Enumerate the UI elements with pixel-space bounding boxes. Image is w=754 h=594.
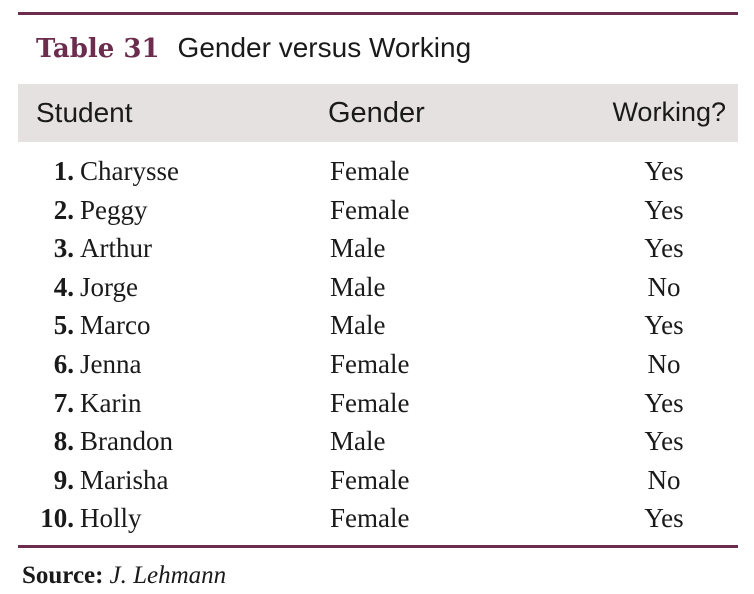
table-number: Table 31: [36, 34, 160, 64]
table-header-band: [18, 84, 738, 142]
student-gender: Male: [330, 233, 386, 264]
column-header-student: Student: [36, 97, 133, 128]
student-working: No: [647, 464, 681, 495]
student-gender: Female: [330, 348, 410, 379]
table-row: 8. Brandon Male Yes: [0, 426, 754, 465]
column-header-working: Working?: [612, 97, 726, 127]
student-working: Yes: [644, 233, 684, 264]
row-number: 7.: [53, 387, 74, 418]
student-name: Holly: [80, 503, 142, 534]
student-name: Marisha: [80, 464, 169, 495]
table-row: 3. Arthur Male Yes: [0, 233, 754, 272]
table-row: 5. Marco Male Yes: [0, 310, 754, 349]
student-working: Yes: [644, 194, 684, 225]
student-name: Marco: [80, 310, 151, 341]
table-row: 6. Jenna Female No: [0, 349, 754, 388]
row-number: 4.: [53, 271, 74, 302]
row-number: 3.: [53, 233, 74, 264]
student-working: No: [647, 348, 681, 379]
student-name: Arthur: [80, 233, 152, 264]
table-body: 1. Charysse Female Yes 2. Peggy Female Y…: [0, 156, 754, 542]
table-row: 9. Marisha Female No: [0, 465, 754, 504]
bottom-rule: [18, 545, 738, 548]
student-gender: Male: [330, 426, 386, 457]
row-number: 8.: [53, 426, 74, 457]
student-name: Brandon: [80, 426, 173, 457]
table-row: 2. Peggy Female Yes: [0, 195, 754, 234]
student-name: Karin: [80, 387, 142, 418]
student-gender: Male: [330, 271, 386, 302]
student-gender: Male: [330, 310, 386, 341]
row-number: 6.: [53, 348, 74, 379]
top-rule: [18, 12, 738, 15]
student-working: Yes: [644, 503, 684, 534]
row-number: 1.: [53, 156, 74, 186]
student-working: Yes: [644, 310, 684, 341]
column-header-gender: Gender: [328, 97, 425, 129]
student-name: Jenna: [80, 348, 142, 379]
student-name: Peggy: [80, 194, 148, 225]
table-title: Table 31 Gender versus Working: [36, 32, 471, 72]
row-number: 5.: [53, 310, 74, 341]
row-number: 9.: [53, 464, 74, 495]
table-row: 7. Karin Female Yes: [0, 388, 754, 427]
row-number: 2.: [53, 194, 74, 225]
student-gender: Female: [330, 387, 410, 418]
source-label: Source:: [22, 562, 104, 589]
student-working: No: [647, 271, 681, 302]
source-line: Source: J. Lehmann: [22, 562, 226, 590]
student-working: Yes: [644, 156, 684, 186]
table-row: 4. Jorge Male No: [0, 272, 754, 311]
row-number: 10.: [40, 503, 74, 534]
table-caption: Gender versus Working: [177, 32, 472, 63]
student-gender: Female: [330, 156, 410, 186]
student-gender: Female: [330, 503, 410, 534]
source-value: J. Lehmann: [109, 562, 227, 589]
table-row: 10. Holly Female Yes: [0, 503, 754, 542]
student-name: Jorge: [80, 271, 138, 302]
student-name: Charysse: [80, 156, 179, 186]
student-working: Yes: [644, 387, 684, 418]
table-row: 1. Charysse Female Yes: [0, 156, 754, 195]
student-gender: Female: [330, 194, 410, 225]
student-working: Yes: [644, 426, 684, 457]
student-gender: Female: [330, 464, 410, 495]
